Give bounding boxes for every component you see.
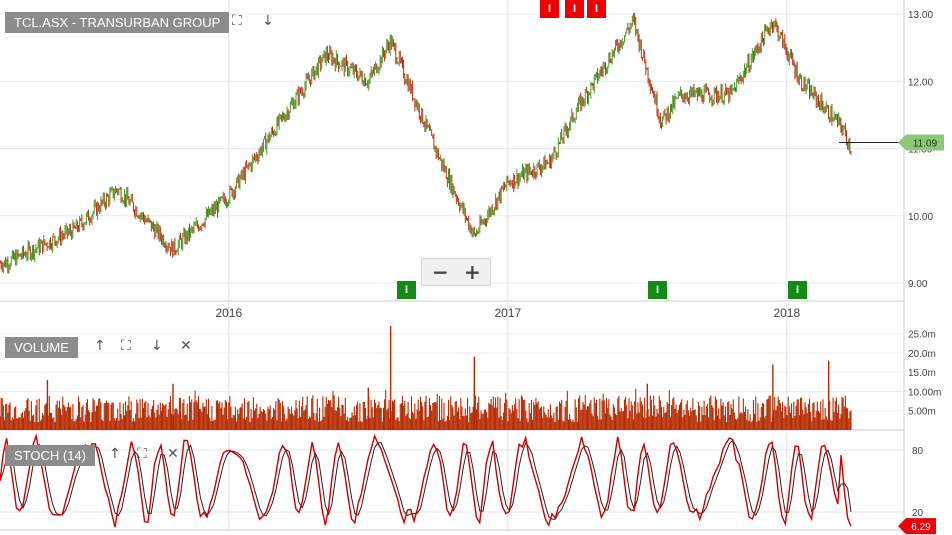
volume-panel-title: VOLUME xyxy=(5,337,78,358)
expand-icon[interactable]: ⛶ xyxy=(137,446,147,462)
volume-tick-label: 10.00m xyxy=(908,387,941,398)
event-marker-green[interactable]: I xyxy=(788,281,807,299)
arrow-up-icon[interactable]: ↑ xyxy=(94,338,106,354)
stochastic-k-line xyxy=(0,433,852,528)
zoom-out-button[interactable]: − xyxy=(432,260,449,284)
event-marker-red[interactable]: I xyxy=(565,0,584,18)
stochastic-d-line xyxy=(0,439,852,520)
axes: 9.0010.0011.0012.0013.0020162017201811.0… xyxy=(215,10,944,535)
stochastic-series xyxy=(0,433,852,528)
stochastic-panel-title: STOCH (14) xyxy=(5,445,95,466)
x-tick-label: 2017 xyxy=(494,306,521,320)
close-icon[interactable]: ✕ xyxy=(180,338,192,354)
arrow-down-icon[interactable]: ↓ xyxy=(262,13,274,29)
expand-icon[interactable]: ⛶ xyxy=(232,13,242,29)
stochastic-value-badge xyxy=(898,518,936,535)
zoom-controls: − + xyxy=(421,258,491,286)
volume-tick-label: 20.0m xyxy=(908,349,936,360)
event-marker-red[interactable]: I xyxy=(587,0,606,18)
arrow-up-icon[interactable]: ↑ xyxy=(109,446,121,462)
price-series xyxy=(0,12,904,274)
expand-icon[interactable]: ⛶ xyxy=(121,338,131,354)
price-tick-label: 9.00 xyxy=(908,279,928,290)
price-tick-label: 13.00 xyxy=(908,10,933,21)
current-price-badge xyxy=(898,134,944,151)
volume-tick-label: 15.0m xyxy=(908,368,936,379)
x-tick-label: 2018 xyxy=(773,306,800,320)
stochastic-tick-label: 80 xyxy=(912,446,924,457)
price-panel-title: TCL.ASX - TRANSURBAN GROUP xyxy=(5,12,230,33)
volume-tick-label: 5.00m xyxy=(908,407,936,418)
price-tick-label: 10.00 xyxy=(908,212,933,223)
event-marker-red[interactable]: I xyxy=(540,0,559,18)
x-tick-label: 2016 xyxy=(215,306,242,320)
zoom-in-button[interactable]: + xyxy=(464,260,481,284)
volume-tick-label: 25.0m xyxy=(908,330,936,341)
stochastic-value-label: 6.29 xyxy=(911,522,931,533)
close-icon[interactable]: ✕ xyxy=(167,446,179,462)
arrow-down-icon[interactable]: ↓ xyxy=(151,338,163,354)
stochastic-tick-label: 20 xyxy=(912,508,924,519)
event-marker-green[interactable]: I xyxy=(648,281,667,299)
current-price-label: 11.09 xyxy=(913,138,938,149)
event-marker-green[interactable]: I xyxy=(397,281,416,299)
volume-series xyxy=(0,326,852,430)
price-tick-label: 12.00 xyxy=(908,77,933,88)
